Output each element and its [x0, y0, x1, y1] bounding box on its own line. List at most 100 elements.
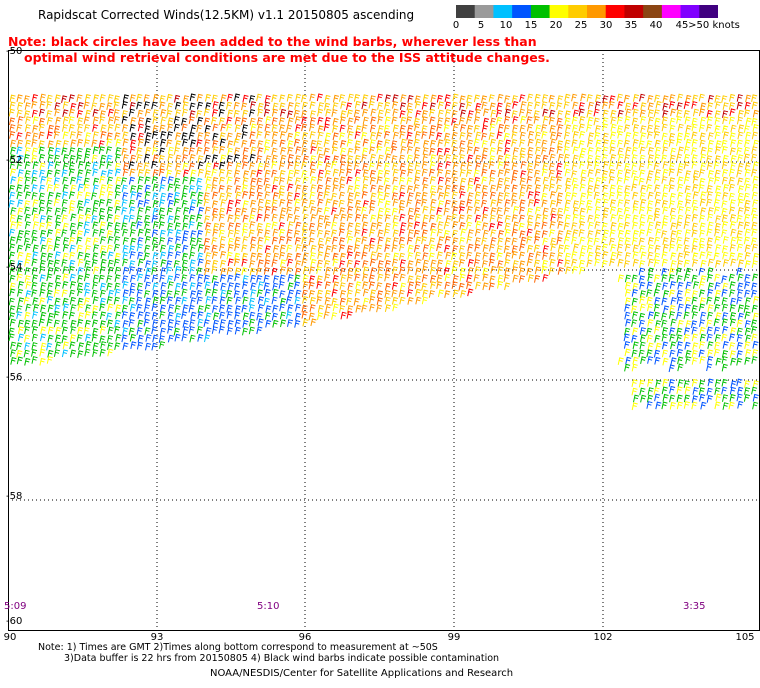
wind-barb	[542, 245, 549, 253]
wind-barb	[706, 326, 713, 335]
wind-barb	[8, 312, 16, 321]
wind-barb	[137, 319, 144, 328]
wind-barb	[38, 123, 45, 132]
wind-barb	[413, 229, 420, 238]
wind-barb	[332, 155, 339, 164]
wind-barb	[475, 108, 482, 117]
wind-barb	[31, 274, 39, 283]
wind-barb	[295, 124, 302, 132]
wind-barb	[115, 333, 122, 342]
wind-barb	[714, 401, 721, 410]
wind-barb	[287, 132, 294, 141]
wind-barb	[114, 288, 121, 297]
wind-barb	[526, 123, 534, 132]
wind-barb	[616, 93, 623, 102]
wind-barb	[92, 274, 99, 283]
wind-barb	[647, 170, 654, 179]
wind-barb	[580, 93, 587, 102]
wind-barb	[174, 251, 182, 259]
wind-barb	[392, 162, 399, 171]
wind-barb	[137, 273, 144, 282]
wind-barb	[482, 162, 489, 171]
wind-barb	[436, 214, 443, 223]
wind-barb	[257, 303, 264, 312]
wind-barb	[512, 116, 519, 124]
wind-barb	[324, 221, 331, 230]
wind-barb	[53, 266, 60, 275]
wind-barb	[466, 214, 473, 223]
wind-barb	[286, 199, 293, 207]
wind-barb	[8, 259, 15, 268]
wind-barb	[647, 311, 655, 320]
wind-barb	[370, 251, 377, 259]
wind-barb	[683, 101, 690, 110]
wind-barb	[587, 169, 594, 178]
wind-barb	[564, 117, 571, 126]
wind-barb	[713, 161, 720, 170]
wind-barb	[722, 116, 729, 125]
lon-label-99: 99	[447, 632, 461, 643]
wind-barb	[608, 162, 615, 170]
wind-barb	[137, 258, 145, 267]
wind-barb	[700, 401, 707, 410]
wind-barb	[526, 267, 533, 276]
wind-barb	[173, 116, 180, 124]
wind-barb	[677, 200, 684, 209]
wind-barb	[204, 304, 211, 313]
wind-barb	[332, 274, 339, 283]
wind-barb	[46, 177, 53, 185]
wind-barb	[136, 147, 143, 156]
wind-barb	[137, 138, 145, 147]
wind-barb	[691, 378, 698, 387]
wind-barb	[730, 236, 737, 245]
wind-barb	[683, 161, 690, 170]
wind-barb	[31, 281, 38, 290]
wind-barb	[175, 312, 182, 321]
wind-barb	[189, 93, 196, 102]
wind-barb	[159, 319, 167, 328]
wind-barb	[610, 251, 617, 260]
wind-barb	[279, 169, 286, 178]
wind-barb	[16, 356, 23, 365]
wind-barb	[535, 138, 542, 147]
wind-barb	[458, 245, 466, 253]
wind-barb	[407, 146, 414, 154]
wind-barb	[632, 258, 639, 267]
wind-barb	[83, 153, 91, 162]
wind-barb	[362, 108, 369, 117]
wind-barb	[354, 213, 362, 222]
wind-barb	[346, 259, 353, 268]
wind-barb	[587, 184, 594, 193]
wind-barb	[196, 296, 203, 305]
wind-barb	[737, 109, 744, 118]
wind-barb	[691, 357, 698, 365]
wind-barb	[496, 102, 503, 111]
wind-barb	[40, 326, 47, 335]
wind-barb	[263, 177, 270, 186]
wind-barb	[159, 341, 166, 349]
wind-barb	[376, 297, 383, 306]
wind-barb	[714, 273, 721, 282]
wind-barb	[595, 198, 602, 207]
wind-barb	[721, 275, 728, 284]
wind-barb	[17, 169, 24, 177]
wind-barb	[181, 117, 188, 126]
wind-barb	[528, 130, 535, 139]
wind-barb	[98, 140, 105, 148]
wind-barb	[92, 146, 99, 155]
wind-barb	[503, 177, 511, 185]
wind-barb	[9, 274, 16, 283]
wind-barb	[429, 214, 436, 223]
wind-barb	[646, 176, 653, 184]
wind-barb	[685, 349, 692, 358]
wind-barb	[159, 147, 166, 156]
wind-barb	[511, 110, 518, 118]
wind-barb	[220, 123, 227, 132]
wind-barb	[54, 207, 61, 216]
wind-barb	[579, 220, 586, 229]
wind-barb	[47, 124, 54, 133]
wind-barb	[106, 312, 113, 321]
wind-barb	[721, 214, 728, 223]
wind-barb	[47, 282, 54, 291]
wind-barb	[106, 138, 113, 147]
